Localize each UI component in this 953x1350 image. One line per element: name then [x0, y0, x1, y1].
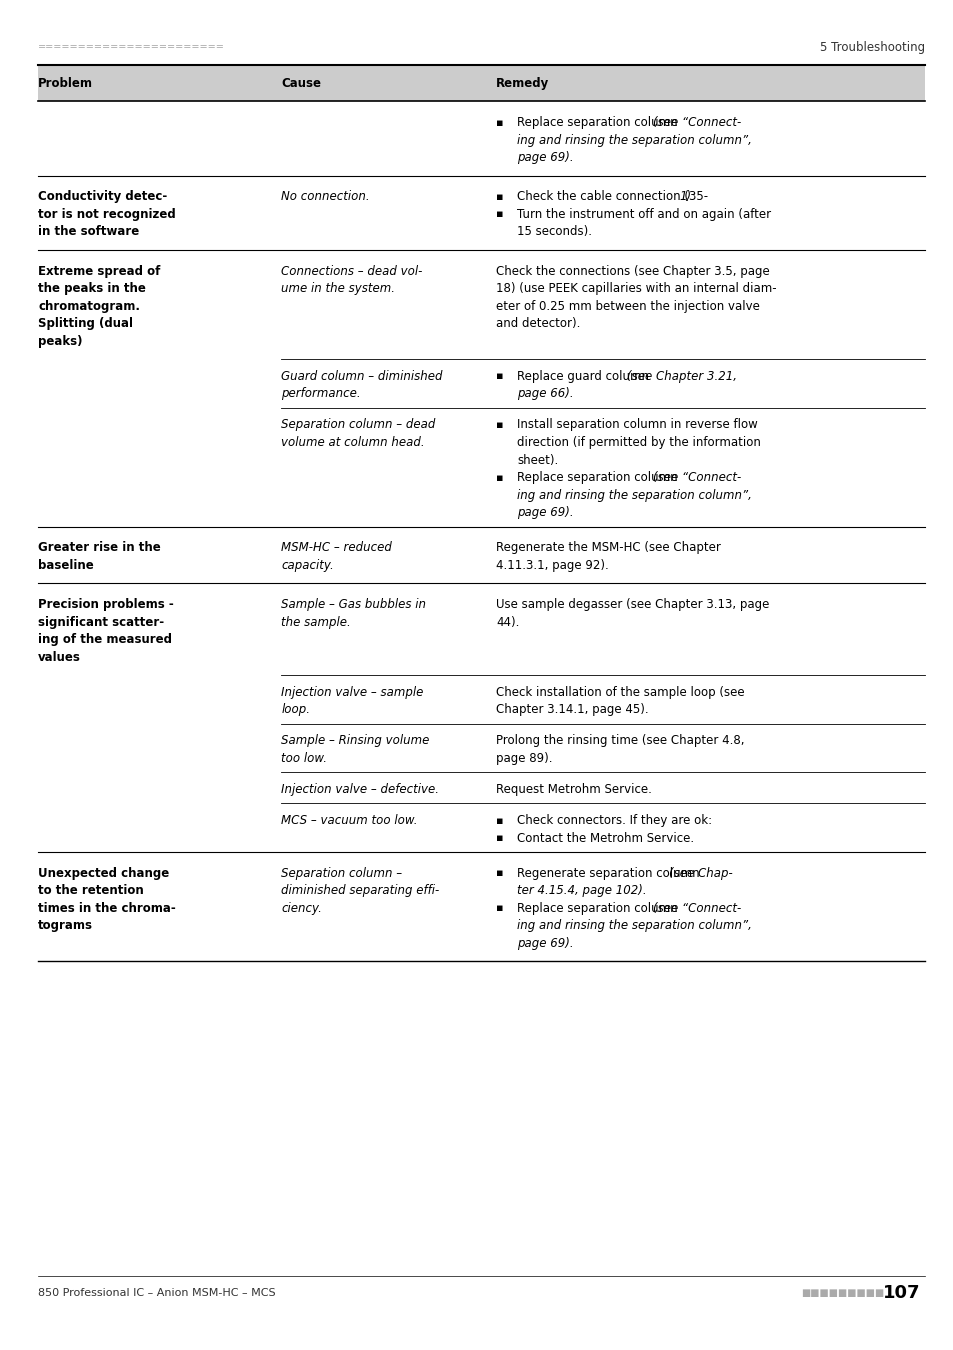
- Text: Check connectors. If they are ok:: Check connectors. If they are ok:: [517, 814, 712, 828]
- Text: too low.: too low.: [281, 752, 327, 765]
- Text: ▪: ▪: [496, 472, 503, 483]
- Text: ▪: ▪: [496, 815, 503, 826]
- Text: Guard column – diminished: Guard column – diminished: [281, 370, 442, 383]
- FancyBboxPatch shape: [38, 65, 924, 101]
- Text: ing of the measured: ing of the measured: [38, 633, 172, 647]
- Text: Separation column –: Separation column –: [281, 867, 402, 880]
- Text: Use sample degasser (see Chapter 3.13, page: Use sample degasser (see Chapter 3.13, p…: [496, 598, 769, 612]
- Text: MSM-HC – reduced: MSM-HC – reduced: [281, 541, 392, 555]
- Text: ▪: ▪: [496, 209, 503, 220]
- Text: page 69).: page 69).: [517, 506, 573, 520]
- Text: Chapter 3.14.1, page 45).: Chapter 3.14.1, page 45).: [496, 703, 648, 717]
- Text: Separation column – dead: Separation column – dead: [281, 418, 436, 432]
- Text: times in the chroma-: times in the chroma-: [38, 902, 175, 915]
- Text: tor is not recognized: tor is not recognized: [38, 208, 175, 221]
- Text: eter of 0.25 mm between the injection valve: eter of 0.25 mm between the injection va…: [496, 300, 760, 313]
- Text: ▪: ▪: [496, 420, 503, 431]
- Text: Replace separation column: Replace separation column: [517, 902, 680, 915]
- Text: ing and rinsing the separation column”,: ing and rinsing the separation column”,: [517, 134, 751, 147]
- Text: Conductivity detec-: Conductivity detec-: [38, 190, 167, 204]
- Text: ▪: ▪: [496, 371, 503, 382]
- Text: 4.11.3.1, page 92).: 4.11.3.1, page 92).: [496, 559, 608, 572]
- Text: (see Chap-: (see Chap-: [668, 867, 732, 880]
- Text: ▪: ▪: [496, 117, 503, 128]
- Text: the sample.: the sample.: [281, 616, 351, 629]
- Text: 18) (use PEEK capillaries with an internal diam-: 18) (use PEEK capillaries with an intern…: [496, 282, 776, 296]
- Text: ing and rinsing the separation column”,: ing and rinsing the separation column”,: [517, 919, 751, 933]
- Text: Contact the Metrohm Service.: Contact the Metrohm Service.: [517, 832, 694, 845]
- Text: values: values: [38, 651, 81, 664]
- Text: Cause: Cause: [281, 77, 321, 89]
- Text: Problem: Problem: [38, 77, 93, 89]
- Text: tograms: tograms: [38, 919, 93, 933]
- Text: Replace separation column: Replace separation column: [517, 116, 680, 130]
- Text: 5 Troubleshooting: 5 Troubleshooting: [820, 40, 924, 54]
- Text: =======================: =======================: [38, 42, 225, 53]
- Text: Check the cable connection (35-: Check the cable connection (35-: [517, 190, 707, 204]
- Text: Splitting (dual: Splitting (dual: [38, 317, 133, 331]
- Text: Request Metrohm Service.: Request Metrohm Service.: [496, 783, 651, 796]
- Text: MCS – vacuum too low.: MCS – vacuum too low.: [281, 814, 417, 828]
- Text: Replace guard column: Replace guard column: [517, 370, 652, 383]
- Text: 850 Professional IC – Anion MSM-HC – MCS: 850 Professional IC – Anion MSM-HC – MCS: [38, 1288, 275, 1299]
- Text: (see “Connect-: (see “Connect-: [653, 902, 741, 915]
- Text: volume at column head.: volume at column head.: [281, 436, 425, 450]
- Text: ■■■■■■■■■: ■■■■■■■■■: [801, 1288, 883, 1299]
- Text: ▪: ▪: [496, 833, 503, 844]
- Text: sheet).: sheet).: [517, 454, 558, 467]
- Text: (see Chapter 3.21,: (see Chapter 3.21,: [626, 370, 737, 383]
- Text: 107: 107: [882, 1284, 920, 1303]
- Text: Greater rise in the: Greater rise in the: [38, 541, 161, 555]
- Text: ter 4.15.4, page 102).: ter 4.15.4, page 102).: [517, 884, 646, 898]
- Text: Unexpected change: Unexpected change: [38, 867, 170, 880]
- Text: direction (if permitted by the information: direction (if permitted by the informati…: [517, 436, 760, 450]
- Text: 15 seconds).: 15 seconds).: [517, 225, 592, 239]
- Text: Check the connections (see Chapter 3.5, page: Check the connections (see Chapter 3.5, …: [496, 265, 769, 278]
- Text: the peaks in the: the peaks in the: [38, 282, 146, 296]
- Text: 1).: 1).: [679, 190, 695, 204]
- Text: Remedy: Remedy: [496, 77, 549, 89]
- Text: page 66).: page 66).: [517, 387, 573, 401]
- Text: Replace separation column: Replace separation column: [517, 471, 680, 485]
- Text: ▪: ▪: [496, 868, 503, 879]
- Text: Precision problems -: Precision problems -: [38, 598, 173, 612]
- Text: to the retention: to the retention: [38, 884, 144, 898]
- Text: Turn the instrument off and on again (after: Turn the instrument off and on again (af…: [517, 208, 770, 221]
- Text: Prolong the rinsing time (see Chapter 4.8,: Prolong the rinsing time (see Chapter 4.…: [496, 734, 743, 748]
- Text: ume in the system.: ume in the system.: [281, 282, 395, 296]
- Text: page 69).: page 69).: [517, 151, 573, 165]
- Text: Injection valve – sample: Injection valve – sample: [281, 686, 423, 699]
- Text: Check installation of the sample loop (see: Check installation of the sample loop (s…: [496, 686, 744, 699]
- Text: page 89).: page 89).: [496, 752, 552, 765]
- Text: Sample – Rinsing volume: Sample – Rinsing volume: [281, 734, 430, 748]
- Text: peaks): peaks): [38, 335, 83, 348]
- Text: diminished separating effi-: diminished separating effi-: [281, 884, 439, 898]
- Text: Sample – Gas bubbles in: Sample – Gas bubbles in: [281, 598, 426, 612]
- Text: significant scatter-: significant scatter-: [38, 616, 164, 629]
- Text: 44).: 44).: [496, 616, 519, 629]
- Text: ciency.: ciency.: [281, 902, 322, 915]
- Text: Regenerate the MSM-HC (see Chapter: Regenerate the MSM-HC (see Chapter: [496, 541, 720, 555]
- Text: loop.: loop.: [281, 703, 310, 717]
- Text: performance.: performance.: [281, 387, 360, 401]
- Text: Install separation column in reverse flow: Install separation column in reverse flo…: [517, 418, 757, 432]
- Text: Injection valve – defective.: Injection valve – defective.: [281, 783, 439, 796]
- Text: and detector).: and detector).: [496, 317, 579, 331]
- Text: in the software: in the software: [38, 225, 139, 239]
- Text: ▪: ▪: [496, 192, 503, 202]
- Text: ▪: ▪: [496, 903, 503, 914]
- Text: capacity.: capacity.: [281, 559, 334, 572]
- Text: Connections – dead vol-: Connections – dead vol-: [281, 265, 422, 278]
- Text: ing and rinsing the separation column”,: ing and rinsing the separation column”,: [517, 489, 751, 502]
- Text: page 69).: page 69).: [517, 937, 573, 950]
- Text: chromatogram.: chromatogram.: [38, 300, 140, 313]
- Text: No connection.: No connection.: [281, 190, 370, 204]
- Text: (see “Connect-: (see “Connect-: [653, 116, 741, 130]
- Text: baseline: baseline: [38, 559, 93, 572]
- Text: (see “Connect-: (see “Connect-: [653, 471, 741, 485]
- Text: Extreme spread of: Extreme spread of: [38, 265, 160, 278]
- Text: Regenerate separation column: Regenerate separation column: [517, 867, 702, 880]
